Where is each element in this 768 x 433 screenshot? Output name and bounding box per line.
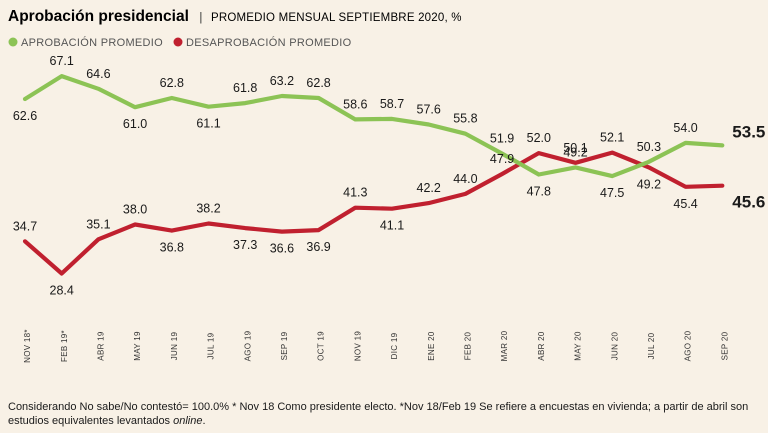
footnote-italic: online <box>173 415 203 427</box>
approval-label-6: 61.8 <box>233 81 257 95</box>
disapproval-label-15: 50.1 <box>563 141 587 155</box>
disapproval-label-13: 47.9 <box>490 152 514 166</box>
disapproval-label-7: 36.6 <box>270 242 294 256</box>
disapproval-label-8: 36.9 <box>306 240 330 254</box>
approval-label-11: 57.6 <box>417 103 441 117</box>
approval-label-5: 61.1 <box>196 117 220 131</box>
disapproval-label-16: 52.1 <box>600 131 624 145</box>
x-tick-2: ABR 19 <box>97 331 106 361</box>
x-tick-12: FEB 20 <box>464 332 473 361</box>
x-tick-14: ABR 20 <box>537 331 546 361</box>
approval-label-16: 47.5 <box>600 186 624 200</box>
approval-label-12: 55.8 <box>453 112 477 126</box>
disapproval-line <box>22 150 725 276</box>
x-tick-6: AGO 19 <box>243 330 252 361</box>
approval-label-0: 62.6 <box>13 109 37 123</box>
x-tick-11: ENE 20 <box>427 331 436 361</box>
approval-line <box>22 73 725 179</box>
disapproval-label-9: 41.3 <box>343 186 367 200</box>
x-tick-13: MAR 20 <box>500 330 509 361</box>
approval-label-18: 54.0 <box>673 121 697 135</box>
disapproval-label-0: 34.7 <box>13 219 37 233</box>
x-tick-19: SEP 20 <box>720 331 729 360</box>
approval-label-9: 58.6 <box>343 97 367 111</box>
disapproval-label-18: 45.4 <box>673 197 697 211</box>
disapproval-label-10: 41.1 <box>380 219 404 233</box>
disapproval-label-3: 38.0 <box>123 203 147 217</box>
chart-title-divider: | <box>199 12 202 24</box>
footnote-end: . <box>202 415 206 427</box>
approval-label-10: 58.7 <box>380 97 404 111</box>
x-tick-0: NOV 18* <box>23 329 32 363</box>
footnote-text: Considerando No sabe/No contestó= 100.0%… <box>8 401 749 427</box>
chart-title-text: Aprobación presidencial <box>8 8 189 25</box>
legend: APROBACIÓN PROMEDIO DESAPROBACIÓN PROMED… <box>8 36 352 49</box>
approval-label-4: 62.8 <box>160 76 184 90</box>
disapproval-label-19: 45.6 <box>732 193 765 212</box>
approval-label-8: 62.8 <box>306 76 330 90</box>
x-tick-18: AGO 20 <box>684 330 693 361</box>
approval-chart: Aprobación presidencial | PROMEDIO MENSU… <box>8 8 766 363</box>
disapproval-label-11: 42.2 <box>417 181 441 195</box>
disapproval-label-14: 52.0 <box>527 131 551 145</box>
x-tick-1: FEB 19* <box>60 330 69 362</box>
disapproval-label-2: 35.1 <box>86 217 110 231</box>
approval-label-3: 61.0 <box>123 117 147 131</box>
approval-label-15: 49.2 <box>563 145 587 159</box>
x-tick-15: MAY 20 <box>574 331 583 361</box>
disapproval-label-12: 44.0 <box>453 172 477 186</box>
x-tick-3: MAY 19 <box>133 331 142 361</box>
x-tick-8: OCT 19 <box>317 331 326 361</box>
chart-title: Aprobación presidencial | PROMEDIO MENSU… <box>8 8 462 25</box>
legend-approval-swatch <box>8 37 18 47</box>
x-tick-17: JUL 20 <box>647 332 656 359</box>
disapproval-label-4: 36.8 <box>160 241 184 255</box>
x-tick-7: SEP 19 <box>280 331 289 360</box>
approval-label-17: 50.3 <box>637 140 661 154</box>
approval-label-19: 53.5 <box>732 122 765 141</box>
approval-label-2: 64.6 <box>86 67 110 81</box>
disapproval-label-1: 28.4 <box>50 284 74 298</box>
x-tick-5: JUL 19 <box>207 332 216 359</box>
approval-label-1: 67.1 <box>50 54 74 68</box>
x-tick-4: JUN 19 <box>170 332 179 361</box>
x-tick-10: DIC 19 <box>390 332 399 359</box>
x-tick-9: NOV 19 <box>353 331 362 362</box>
legend-disapproval-label: DESAPROBACIÓN PROMEDIO <box>186 36 352 49</box>
disapproval-label-5: 38.2 <box>196 202 220 216</box>
x-tick-16: JUN 20 <box>610 332 619 361</box>
series-lines <box>22 73 725 276</box>
disapproval-label-17: 49.2 <box>637 177 661 191</box>
legend-disapproval-swatch <box>173 37 183 47</box>
data-labels: 62.6 67.1 64.6 61.0 62.8 61.1 61.8 63.2 62.8 58.6… <box>13 54 766 297</box>
chart-subtitle: PROMEDIO MENSUAL SEPTIEMBRE 2020, % <box>211 12 462 24</box>
legend-approval-label: APROBACIÓN PROMEDIO <box>21 36 163 49</box>
x-axis-ticks: NOV 18* FEB 19* ABR 19 MAY 19 JUN 19 JUL 19 AG… <box>23 329 729 363</box>
approval-label-7: 63.2 <box>270 74 294 88</box>
disapproval-label-6: 37.3 <box>233 238 257 252</box>
approval-label-14: 47.8 <box>527 185 551 199</box>
approval-label-13: 51.9 <box>490 132 514 146</box>
footnote: Considerando No sabe/No contestó= 100.0%… <box>8 400 760 428</box>
